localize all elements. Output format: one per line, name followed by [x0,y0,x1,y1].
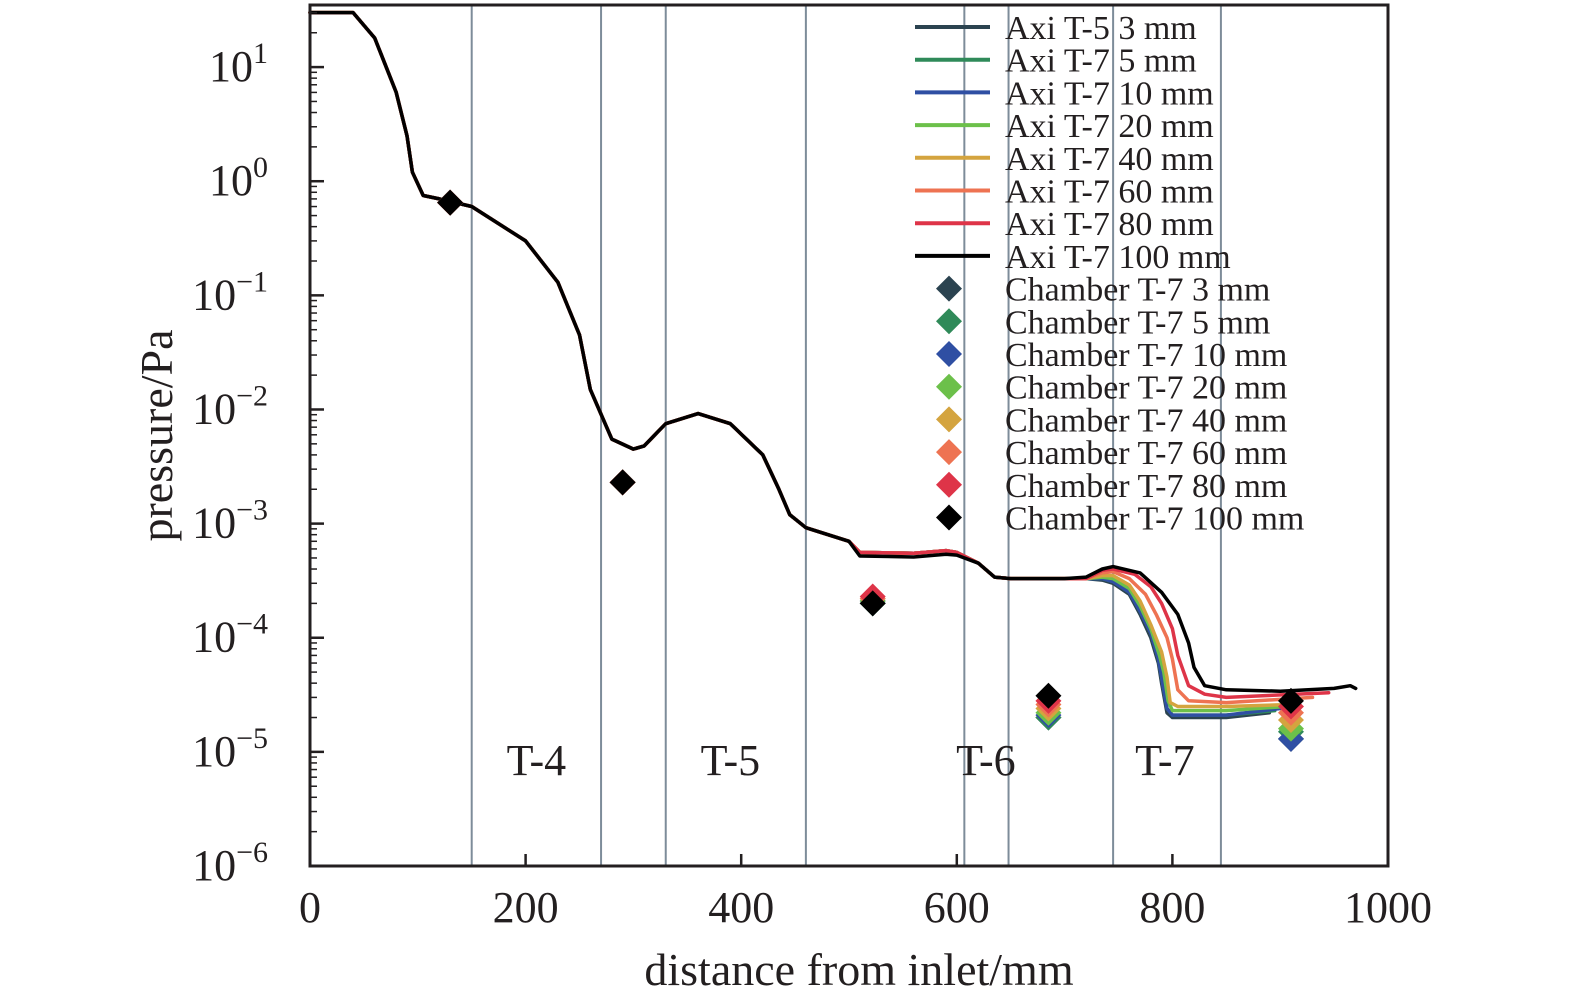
x-tick-label: 400 [708,883,774,932]
legend-marker-swatch [936,373,962,400]
x-axis-ticks: 0 200 400 600 800 1000 [299,854,1432,932]
region-label: T-4 [507,736,567,785]
y-tick-label: 10−6 [192,836,268,890]
y-tick-label: 10−5 [192,722,268,776]
data-point-marker [437,189,464,216]
legend-entry-label: Axi T-7 20 mm [1005,108,1214,145]
region-boundaries [470,5,1222,866]
data-point-marker [1035,682,1062,709]
x-tick-label: 800 [1139,883,1205,932]
legend-entry-label: Axi T-5 3 mm [1005,10,1197,47]
legend-entry-label: Axi T-7 40 mm [1005,141,1214,178]
x-tick-label: 600 [924,883,990,932]
data-point-marker [1277,687,1304,714]
legend-entry-label: Chamber T-7 60 mm [1005,435,1287,472]
y-tick-label: 10−2 [192,379,268,433]
legend-entry-label: Chamber T-7 20 mm [1005,370,1287,407]
series-markers [437,189,1304,752]
legend-marker-swatch [936,504,962,531]
y-axis-label: pressure/Pa [131,329,182,541]
legend-entry-label: Chamber T-7 10 mm [1005,337,1287,374]
legend-marker-swatch [936,471,962,498]
y-tick-label: 10−3 [192,494,268,548]
legend-entry-label: Chamber T-7 5 mm [1005,304,1270,341]
x-tick-label: 1000 [1344,883,1432,932]
legend-entry-label: Chamber T-7 100 mm [1005,501,1304,538]
legend-entry-label: Chamber T-7 80 mm [1005,468,1287,505]
region-label: T-6 [956,736,1016,785]
region-label: T-5 [701,736,761,785]
legend-marker-swatch [936,341,962,367]
region-labels: T-4 T-5 T-6 T-7 [507,736,1195,785]
x-tick-label: 0 [299,883,321,932]
legend-marker-swatch [936,406,962,433]
y-axis-ticks: 101 100 10−1 10−2 10−3 10−4 10−5 10−6 [192,11,324,890]
legend-entry-label: Chamber T-7 40 mm [1005,402,1287,439]
data-point-marker [859,590,886,617]
region-label: T-7 [1135,736,1195,785]
legend-entry-label: Axi T-7 60 mm [1005,174,1214,211]
legend-entry-label: Axi T-7 10 mm [1005,75,1214,112]
legend-entry-label: Chamber T-7 3 mm [1005,272,1270,309]
legend-marker-swatch [936,308,962,335]
legend-entry-label: Axi T-7 5 mm [1005,43,1197,80]
y-tick-label: 100 [209,151,268,205]
legend-marker-swatch [936,275,962,302]
y-tick-label: 101 [209,37,268,91]
data-point-marker [609,469,636,496]
legend-entry-label: Axi T-7 80 mm [1005,206,1214,243]
x-tick-label: 200 [493,883,559,932]
y-tick-label: 10−4 [192,608,268,662]
y-tick-label: 10−1 [192,265,268,319]
legend-marker-swatch [936,439,962,466]
x-axis-label: distance from inlet/mm [644,944,1073,995]
legend-entry-label: Axi T-7 100 mm [1005,239,1231,276]
